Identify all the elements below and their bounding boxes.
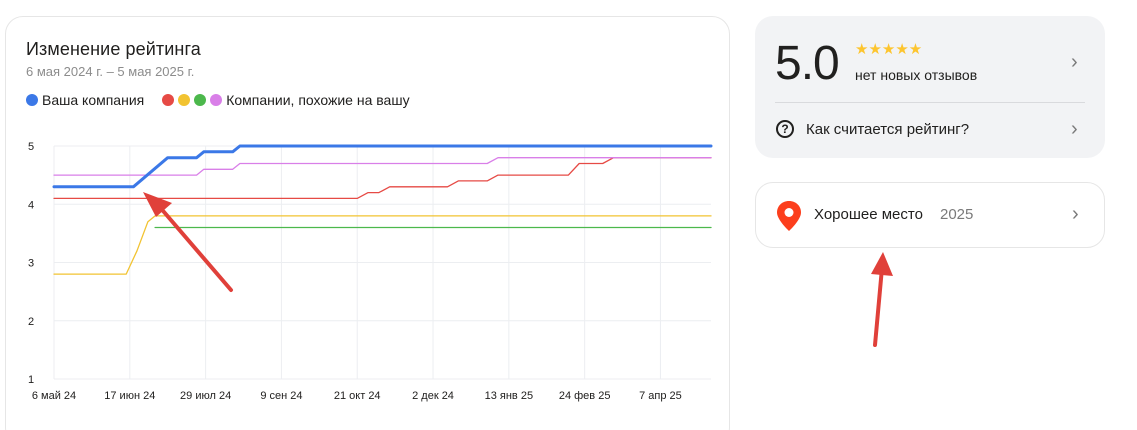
chart-grid (53, 145, 711, 380)
x-tick-label: 17 июн 24 (104, 390, 155, 402)
x-tick-label: 9 сен 24 (260, 390, 302, 402)
star-rating-icon: ★★★★★ (855, 41, 923, 58)
x-tick-label: 2 дек 24 (412, 390, 454, 402)
series-line-0 (52, 144, 713, 189)
rating-line-chart: 1 2 3 4 5 6 май 24 17 июн 24 29 июл 24 9 сен 24 2… (28, 141, 713, 402)
x-tick-label: 13 янв 25 (485, 390, 533, 402)
rating-value: 5.0 (775, 37, 840, 90)
good-place-year: 2025 (940, 206, 974, 223)
legend-similar-companies[interactable]: Компании, похожие на вашу (162, 92, 410, 108)
rating-chart-card: Изменение рейтинга 6 мая 2024 г. – 5 мая… (5, 16, 730, 430)
chart-series (52, 144, 713, 275)
map-pin-icon (777, 201, 801, 231)
legend-dot-yellow (178, 94, 191, 106)
divider (775, 102, 1085, 103)
series-line-2 (53, 215, 712, 275)
legend-own-label: Ваша компания (42, 92, 145, 108)
y-tick-label: 3 (28, 258, 34, 270)
x-tick-label: 21 окт 24 (334, 390, 381, 402)
y-tick-label: 2 (28, 316, 34, 328)
chevron-right-icon[interactable]: › (1072, 203, 1079, 225)
x-tick-label: 29 июл 24 (180, 390, 231, 402)
rating-summary-card: 5.0 ★★★★★ нет новых отзывов › ? Как счит… (755, 16, 1105, 158)
x-tick-label: 7 апр 25 (639, 390, 682, 402)
chart-legend: Ваша компания Компании, похожие на вашу (26, 91, 410, 109)
good-place-card[interactable]: Хорошее место 2025 › (755, 182, 1105, 248)
chevron-right-icon[interactable]: › (1071, 118, 1078, 140)
chart-title: Изменение рейтинга (26, 39, 201, 59)
good-place-label: Хорошее место (814, 206, 923, 223)
chart-ticks: 1 2 3 4 5 6 май 24 17 июн 24 29 июл 24 9 сен 24 2… (28, 141, 682, 402)
x-tick-label: 6 май 24 (32, 390, 76, 402)
series-line-1 (53, 157, 712, 200)
arrow-to-good-place-icon (871, 252, 893, 347)
legend-similar-label: Компании, похожие на вашу (226, 92, 410, 108)
y-tick-label: 1 (28, 374, 34, 386)
how-rating-calculated-link[interactable]: Как считается рейтинг? (806, 121, 970, 138)
legend-dot-blue (26, 94, 38, 106)
y-tick-label: 5 (28, 141, 34, 153)
chart-date-range: 6 мая 2024 г. – 5 мая 2025 г. (26, 64, 195, 79)
question-circle-icon: ? (776, 120, 794, 138)
series-line-4 (53, 157, 712, 176)
legend-dot-purple (210, 94, 223, 106)
legend-own-company[interactable]: Ваша компания (26, 92, 144, 108)
x-tick-label: 24 фев 25 (559, 390, 611, 402)
legend-dot-red (162, 94, 175, 106)
legend-dot-green (194, 94, 207, 106)
reviews-status: нет новых отзывов (855, 67, 978, 83)
chevron-right-icon[interactable]: › (1071, 51, 1078, 73)
y-tick-label: 4 (28, 199, 34, 211)
